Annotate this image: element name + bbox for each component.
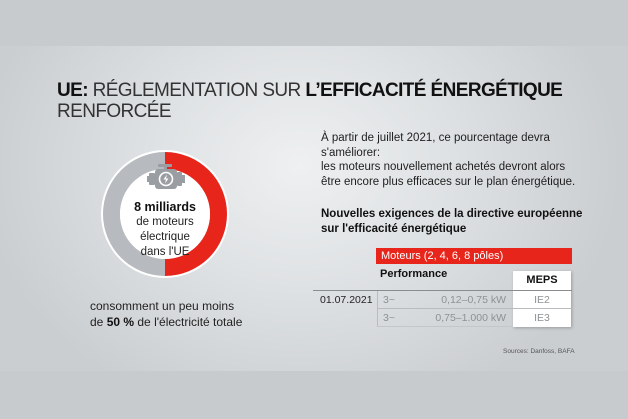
- table-row-meps: IE3: [534, 312, 550, 324]
- table-row-range: 0,12–0,75 kW: [441, 294, 506, 306]
- intro-line2: s'améliorer:: [321, 146, 381, 159]
- donut-chart: [101, 150, 229, 278]
- intro-line3: les moteurs nouvellement achetés devront…: [321, 161, 566, 173]
- title-emphasis: L’EFFICACITÉ ÉNERGÉTIQUE: [305, 80, 563, 101]
- consumption-line1: consomment un peu moins: [90, 299, 235, 313]
- consumption-prefix: de: [90, 315, 107, 329]
- performance-header: Performance: [380, 268, 448, 280]
- table-row-phase: 3~: [383, 312, 395, 324]
- meps-column-box: [513, 271, 571, 327]
- consumption-caption: consomment un peu moins de 50 % de l'éle…: [90, 298, 270, 330]
- table-bottom-divider: [377, 326, 513, 327]
- table-row-phase: 3~: [383, 294, 395, 306]
- donut-label: 8 milliards de moteurs électrique dans l…: [115, 200, 215, 260]
- electric-motor-icon: [147, 164, 185, 189]
- meps-header: MEPS: [526, 274, 558, 286]
- intro-paragraph: À partir de juillet 2021, ce pourcentage…: [321, 131, 601, 189]
- table-row-date: 01.07.2021: [320, 294, 373, 306]
- table-row-meps: IE2: [534, 294, 550, 306]
- table-row-divider: [377, 308, 572, 309]
- consumption-percent: 50 %: [106, 315, 135, 329]
- table-column-divider: [377, 291, 378, 326]
- donut-line3: électrique: [140, 231, 190, 243]
- consumption-line2: de 50 % de l'électricité totale: [90, 314, 270, 330]
- subhead-line1: Nouvelles exigences de la directive euro…: [321, 208, 583, 220]
- table-banner: Moteurs (2, 4, 6, 8 pôles): [376, 248, 572, 264]
- table-row-range: 0,75–1.000 kW: [435, 312, 506, 324]
- sources-note: Sources: Danfoss, BAFA: [503, 348, 575, 355]
- donut-red-segment: [165, 152, 227, 276]
- donut-center: [120, 169, 210, 259]
- intro-line1: À partir de juillet 2021, ce pourcentage…: [321, 132, 550, 144]
- consumption-suffix: de l'électricité totale: [134, 315, 243, 329]
- page-title: UE: RÉGLEMENTATION SUR L’EFFICACITÉ ÉNER…: [57, 80, 563, 122]
- donut-gray-segment: [103, 152, 165, 276]
- title-middle: RÉGLEMENTATION SUR: [87, 80, 306, 101]
- table-heading: Nouvelles exigences de la directive euro…: [321, 207, 601, 237]
- intro-line4: être encore plus efficaces sur le plan é…: [321, 175, 576, 188]
- donut-line4: dans l'UE: [140, 246, 190, 258]
- donut-line2: de moteurs: [136, 216, 194, 228]
- title-prefix: UE:: [57, 80, 89, 101]
- subhead-line2: sur l'efficacité énergétique: [321, 223, 467, 235]
- table-header-divider: [313, 290, 572, 291]
- donut-headline: 8 milliards: [134, 200, 196, 214]
- title-line2: RENFORCÉE: [57, 101, 171, 122]
